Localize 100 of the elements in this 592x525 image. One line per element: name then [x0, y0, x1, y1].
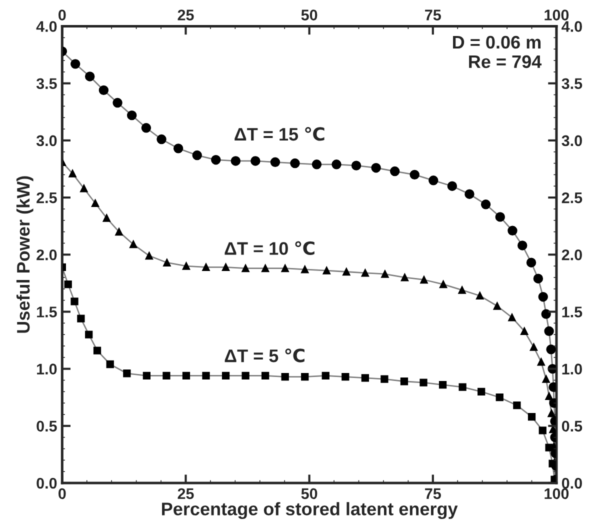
x-tick-label: 100	[544, 488, 569, 500]
annotation: D = 0.06 m Re = 794	[453, 36, 542, 68]
point	[98, 85, 109, 96]
point	[545, 444, 553, 452]
point	[262, 264, 270, 272]
point	[508, 226, 518, 236]
y-tick-label: 1.0	[37, 364, 57, 374]
point	[145, 252, 153, 260]
point	[520, 327, 528, 335]
x-tick-label: 50	[301, 488, 318, 500]
point	[538, 426, 546, 434]
point	[548, 410, 556, 418]
point	[64, 280, 72, 288]
point	[439, 280, 448, 288]
point	[112, 98, 122, 108]
point	[91, 199, 100, 208]
point	[77, 314, 85, 322]
point	[518, 240, 528, 250]
point	[549, 426, 556, 434]
point	[127, 110, 137, 120]
point	[115, 228, 123, 236]
point	[80, 184, 88, 192]
point	[312, 160, 322, 170]
point	[526, 258, 536, 268]
x2-tick-label: 25	[178, 10, 194, 20]
x-tick-label: 0	[58, 488, 66, 500]
point	[202, 372, 210, 380]
point	[542, 375, 550, 383]
point	[173, 144, 184, 154]
point	[513, 402, 521, 410]
point	[163, 258, 171, 266]
point	[70, 298, 78, 306]
annotation: ΔT = 5 ℃	[224, 348, 304, 362]
y2-tick-label: 1.0	[562, 364, 582, 374]
point	[420, 378, 428, 386]
y-tick-label: 2.5	[36, 192, 57, 204]
point	[202, 263, 210, 272]
point	[242, 264, 250, 272]
point	[495, 212, 505, 222]
y-tick-label: 4.0	[36, 21, 57, 32]
x-tick-label: 25	[178, 488, 194, 500]
x-tick-label: 75	[425, 488, 441, 500]
y-tick-label: 0.5	[36, 420, 57, 432]
point	[546, 344, 556, 354]
point	[162, 372, 170, 380]
point	[106, 360, 114, 368]
point	[342, 268, 350, 276]
y2-tick-label: 2.0	[562, 249, 582, 260]
y2-tick-label: 3.5	[562, 78, 582, 90]
point	[420, 276, 428, 284]
point	[85, 330, 93, 338]
point	[70, 59, 80, 69]
point	[270, 157, 280, 167]
point	[230, 156, 241, 166]
point	[381, 270, 389, 278]
point	[211, 154, 221, 165]
point	[464, 189, 474, 199]
annotation: ΔT = 15 ℃	[234, 127, 324, 141]
point	[290, 158, 300, 168]
y-tick-label: 3.0	[36, 135, 57, 146]
point	[528, 412, 536, 421]
y2-tick-label: 4.0	[562, 21, 582, 32]
point	[281, 264, 289, 272]
y-axis-title: Useful Power (kW)	[16, 176, 34, 333]
annotation: ΔT = 10 ℃	[224, 241, 314, 255]
y2-tick-label: 0.5	[562, 420, 582, 432]
point	[262, 372, 270, 380]
point	[508, 314, 516, 322]
point	[222, 263, 230, 272]
point	[156, 134, 166, 144]
point	[142, 372, 151, 380]
point	[371, 162, 381, 173]
point	[530, 343, 538, 351]
point	[342, 372, 350, 381]
y-tick-label: 2.0	[36, 249, 57, 260]
x2-tick-label: 50	[301, 10, 318, 20]
point	[84, 72, 95, 82]
point	[222, 372, 230, 380]
point	[102, 214, 110, 222]
point	[332, 160, 342, 170]
point	[480, 200, 491, 210]
y2-tick-label: 1.5	[562, 306, 582, 318]
point	[458, 286, 466, 294]
point	[458, 383, 466, 391]
point	[496, 394, 504, 402]
point	[447, 181, 458, 191]
x2-tick-label: 75	[425, 10, 441, 20]
point	[478, 388, 486, 396]
point	[390, 166, 400, 176]
point	[182, 372, 190, 380]
y2-tick-label: 3.0	[562, 135, 582, 146]
point	[538, 292, 548, 302]
point	[428, 176, 438, 186]
point	[400, 274, 409, 282]
y-tick-label: 3.5	[36, 78, 57, 90]
point	[544, 326, 554, 336]
y2-tick-label: 2.5	[562, 192, 582, 204]
point	[476, 292, 484, 300]
y2-tick-label: 0.0	[562, 478, 582, 489]
x-axis-title: Percentage of stored latent energy	[162, 502, 458, 520]
